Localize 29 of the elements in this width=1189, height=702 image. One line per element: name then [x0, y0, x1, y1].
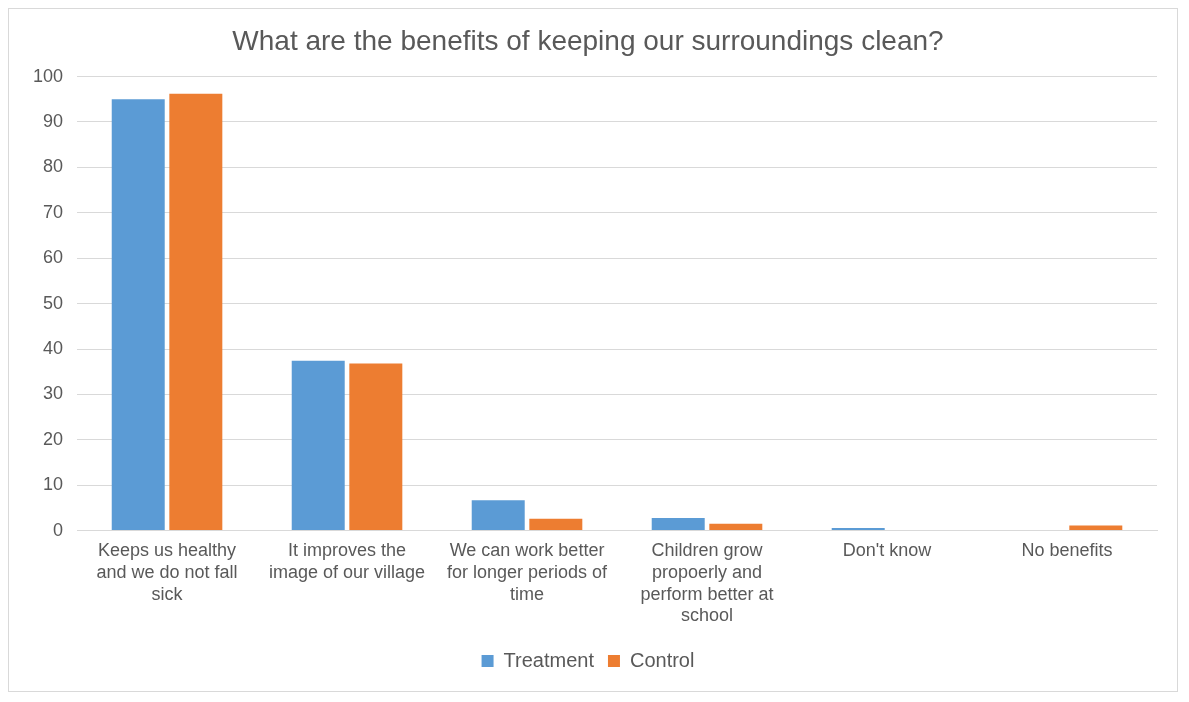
bar [169, 93, 223, 531]
bar [831, 527, 885, 531]
x-tick-label: Don't know [842, 540, 933, 561]
y-tick-label: 30 [43, 383, 64, 404]
y-tick-label: 20 [43, 428, 64, 449]
bar [471, 500, 525, 531]
y-tick-label: 60 [43, 247, 64, 268]
legend-label: Treatment [503, 648, 595, 671]
chart-title: What are the benefits of keeping our surroundings clean? [232, 24, 944, 56]
y-tick-label: 40 [43, 337, 64, 358]
y-tick-label: 10 [43, 474, 64, 495]
x-tick-label: No benefits [1021, 540, 1113, 561]
y-tick-label: 90 [43, 110, 64, 131]
bar [709, 523, 763, 531]
y-tick-label: 100 [32, 65, 64, 86]
x-tick-label: We can work better for longer periods of time [446, 540, 609, 604]
x-tick-label: It improves the image of our village [268, 540, 426, 582]
bar [111, 99, 165, 531]
y-tick-label: 0 [53, 519, 64, 540]
y-tick-label: 50 [43, 292, 64, 313]
bar [529, 518, 583, 531]
bar [349, 363, 403, 531]
x-tick-label: Children grow propoerly and perform better at school [640, 540, 774, 626]
bar [291, 360, 345, 531]
x-tick-label: Keeps us healthy and we do not fall sick [96, 540, 238, 604]
bar [651, 517, 705, 531]
y-tick-label: 70 [43, 201, 64, 222]
y-tick-label: 80 [43, 156, 64, 177]
legend-label: Control [629, 648, 695, 671]
